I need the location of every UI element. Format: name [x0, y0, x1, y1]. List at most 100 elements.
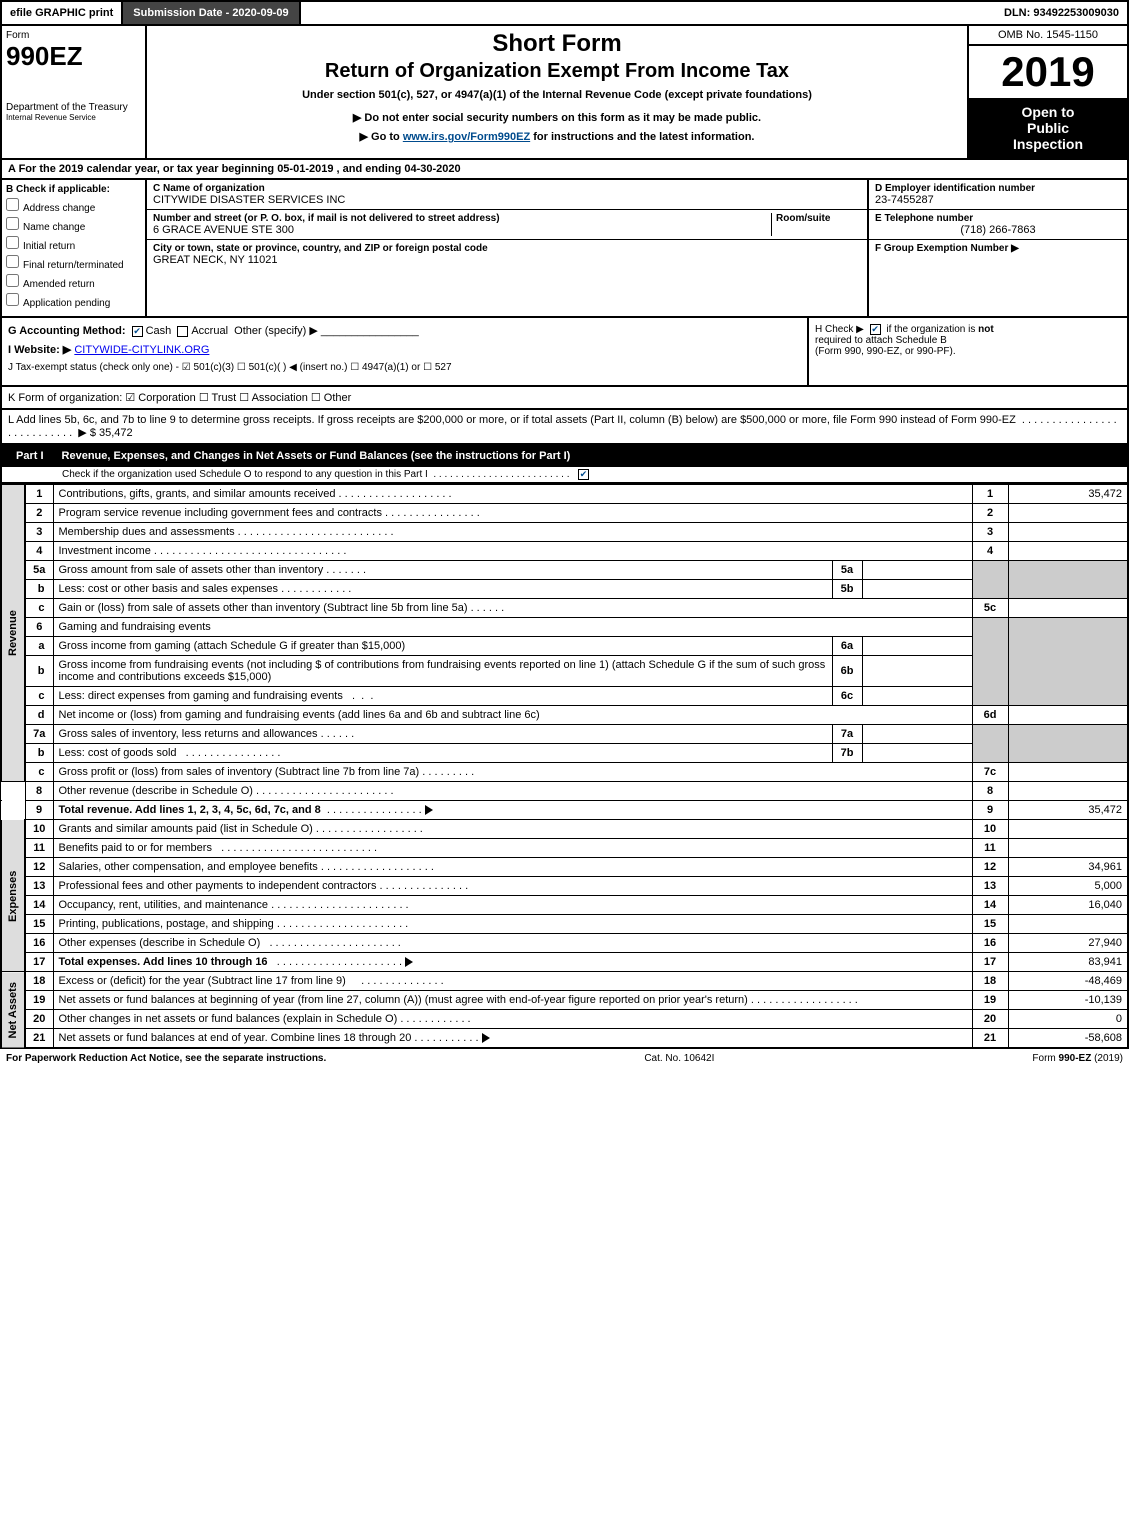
l6-desc: Gaming and fundraising events [53, 618, 972, 637]
l1-boxnum: 1 [972, 485, 1008, 504]
l2-val [1008, 504, 1128, 523]
line-h-text2: if the organization is [886, 324, 975, 335]
l7c-boxnum: 7c [972, 763, 1008, 782]
l2-boxnum: 2 [972, 504, 1008, 523]
street-label: Number and street (or P. O. box, if mail… [153, 213, 771, 224]
l15-num: 15 [25, 915, 53, 934]
l20-num: 20 [25, 1010, 53, 1029]
l7a-mini-num: 7a [832, 725, 862, 744]
l16-desc: Other expenses (describe in Schedule O) … [53, 934, 972, 953]
chk-schedule-b[interactable] [870, 324, 881, 335]
l6d-num: d [25, 706, 53, 725]
other-label: Other (specify) ▶ [234, 325, 318, 337]
efile-label[interactable]: efile GRAPHIC print [2, 2, 123, 24]
website-link[interactable]: CITYWIDE-CITYLINK.ORG [74, 344, 209, 356]
ein-label: D Employer identification number [875, 183, 1121, 194]
l18-boxnum: 18 [972, 972, 1008, 991]
l13-boxnum: 13 [972, 877, 1008, 896]
l13-val: 5,000 [1008, 877, 1128, 896]
org-name-label: C Name of organization [153, 183, 861, 194]
l14-num: 14 [25, 896, 53, 915]
l9-desc: Total revenue. Add lines 1, 2, 3, 4, 5c,… [53, 801, 972, 820]
revenue-sidelabel: Revenue [1, 485, 25, 782]
l18-val: -48,469 [1008, 972, 1128, 991]
chk-address-change[interactable]: Address change [6, 198, 141, 214]
city-value: GREAT NECK, NY 11021 [153, 254, 861, 266]
submission-date: Submission Date - 2020-09-09 [123, 2, 300, 24]
l20-val: 0 [1008, 1010, 1128, 1029]
l8-num: 8 [25, 782, 53, 801]
l8-boxnum: 8 [972, 782, 1008, 801]
l11-num: 11 [25, 839, 53, 858]
l7a-mini-val [862, 725, 972, 744]
l1-num: 1 [25, 485, 53, 504]
block-g-h: G Accounting Method: Cash Accrual Other … [0, 318, 1129, 387]
chk-name-change[interactable]: Name change [6, 217, 141, 233]
l7b-num: b [25, 744, 53, 763]
l11-boxnum: 11 [972, 839, 1008, 858]
arrow-icon [425, 805, 433, 815]
under-section: Under section 501(c), 527, or 4947(a)(1)… [155, 89, 959, 101]
l7b-desc: Less: cost of goods sold . . . . . . . .… [53, 744, 832, 763]
l5c-val [1008, 599, 1128, 618]
city-label: City or town, state or province, country… [153, 243, 861, 254]
l10-desc: Grants and similar amounts paid (list in… [53, 820, 972, 839]
l6c-mini-num: 6c [832, 687, 862, 706]
phone-value: (718) 266-7863 [875, 224, 1121, 236]
group-exemption-label: F Group Exemption Number ▶ [875, 243, 1019, 254]
l13-num: 13 [25, 877, 53, 896]
rev-spacer2 [1, 801, 25, 820]
chk-application-pending[interactable]: Application pending [6, 293, 141, 309]
l6d-desc: Net income or (loss) from gaming and fun… [53, 706, 972, 725]
open-to-public: Open to Public Inspection [969, 98, 1127, 158]
l5a-num: 5a [25, 561, 53, 580]
l5b-num: b [25, 580, 53, 599]
open-line1: Open to [973, 104, 1123, 120]
l18-num: 18 [25, 972, 53, 991]
irs-link[interactable]: www.irs.gov/Form990EZ [403, 131, 530, 143]
form-version: Form 990-EZ (2019) [1032, 1053, 1123, 1064]
catalog-number: Cat. No. 10642I [644, 1053, 714, 1064]
line-h-text3: required to attach Schedule B [815, 335, 947, 346]
l6b-mini-num: 6b [832, 656, 862, 687]
l19-num: 19 [25, 991, 53, 1010]
l2-desc: Program service revenue including govern… [53, 504, 972, 523]
l6d-val [1008, 706, 1128, 725]
chk-schedule-o[interactable] [578, 469, 589, 480]
l3-val [1008, 523, 1128, 542]
top-bar: efile GRAPHIC print Submission Date - 20… [0, 0, 1129, 26]
part-1-number: Part I [8, 448, 52, 464]
l7a-num: 7a [25, 725, 53, 744]
line-j: J Tax-exempt status (check only one) - ☑… [8, 362, 801, 373]
l5b-mini-num: 5b [832, 580, 862, 599]
box-e: E Telephone number (718) 266-7863 [869, 210, 1127, 240]
line-a-tax-year: A For the 2019 calendar year, or tax yea… [0, 160, 1129, 180]
l18-desc: Excess or (deficit) for the year (Subtra… [53, 972, 972, 991]
chk-final-return[interactable]: Final return/terminated [6, 255, 141, 271]
l15-val [1008, 915, 1128, 934]
department: Department of the Treasury [6, 102, 141, 113]
l10-boxnum: 10 [972, 820, 1008, 839]
goto-suffix: for instructions and the latest informat… [533, 131, 754, 143]
goto-line: ▶ Go to www.irs.gov/Form990EZ for instru… [155, 130, 959, 143]
box-b-title: B Check if applicable: [6, 184, 141, 195]
ein-value: 23-7455287 [875, 194, 1121, 206]
l11-desc: Benefits paid to or for members . . . . … [53, 839, 972, 858]
box-b: B Check if applicable: Address change Na… [2, 180, 147, 316]
l12-val: 34,961 [1008, 858, 1128, 877]
l9-val: 35,472 [1008, 801, 1128, 820]
line-l-amount: ▶ $ 35,472 [78, 427, 132, 439]
l14-val: 16,040 [1008, 896, 1128, 915]
l12-desc: Salaries, other compensation, and employ… [53, 858, 972, 877]
chk-initial-return[interactable]: Initial return [6, 236, 141, 252]
open-line3: Inspection [973, 136, 1123, 152]
l14-desc: Occupancy, rent, utilities, and maintena… [53, 896, 972, 915]
chk-cash[interactable] [132, 326, 143, 337]
l5-shade [972, 561, 1008, 599]
omb-number: OMB No. 1545-1150 [969, 26, 1127, 46]
paperwork-notice: For Paperwork Reduction Act Notice, see … [6, 1053, 326, 1064]
chk-amended-return[interactable]: Amended return [6, 274, 141, 290]
l10-num: 10 [25, 820, 53, 839]
l12-num: 12 [25, 858, 53, 877]
chk-accrual[interactable] [177, 326, 188, 337]
